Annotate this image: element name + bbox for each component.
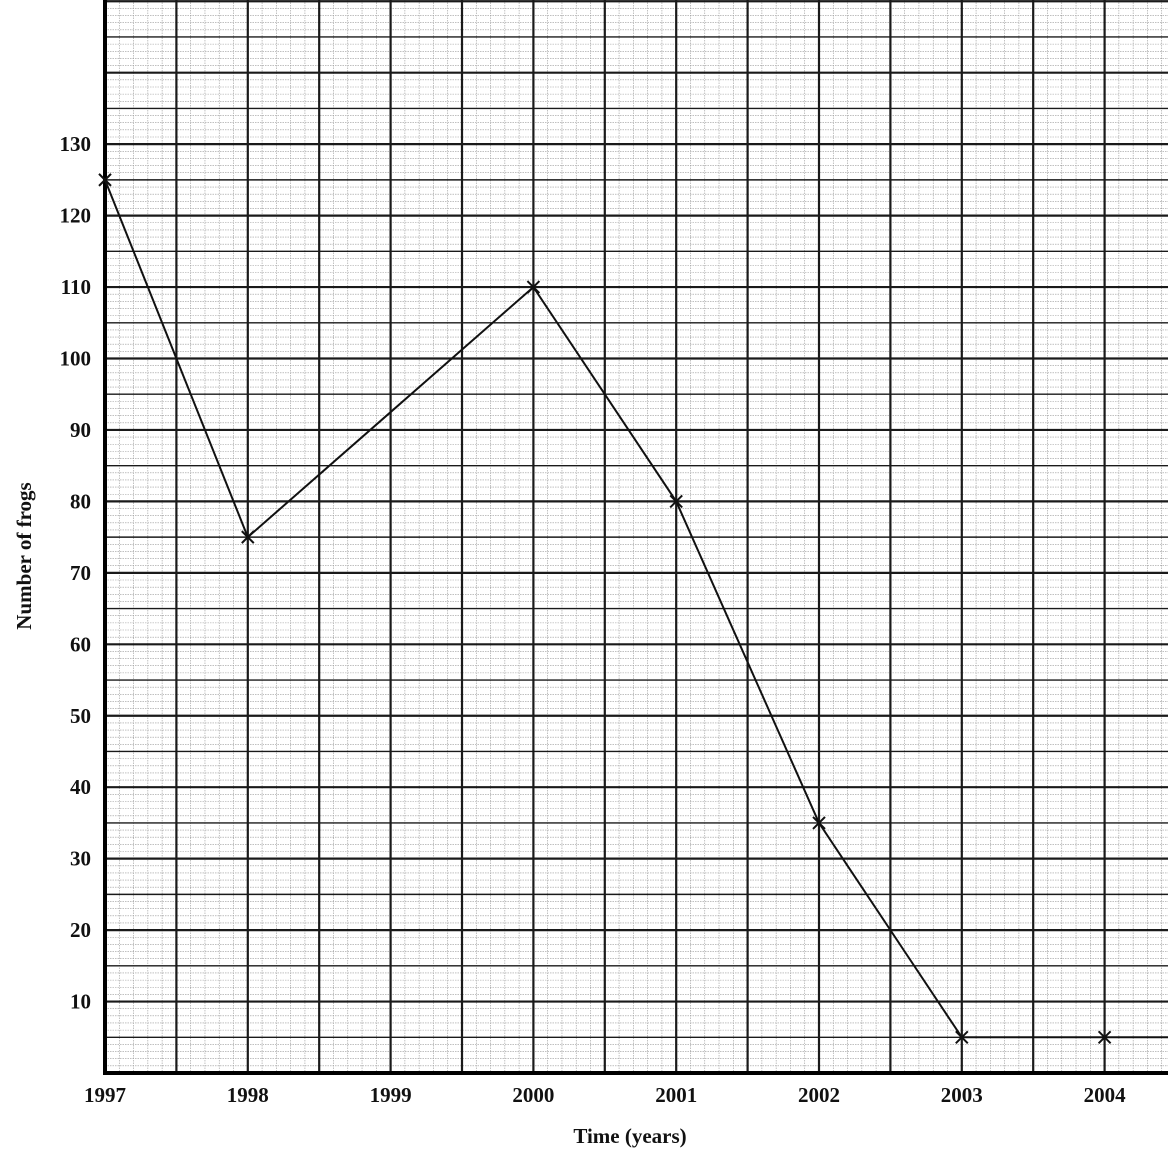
series-layer: [98, 173, 1168, 1044]
x-tick-label: 2001: [655, 1083, 697, 1107]
y-tick-label: 50: [70, 704, 91, 728]
y-tick-label: 40: [70, 775, 91, 799]
marker-stroke: [241, 530, 255, 544]
x-tick-label: 2004: [1084, 1083, 1127, 1107]
y-tick-label: 130: [60, 132, 92, 156]
x-tick-label: 1997: [84, 1083, 126, 1107]
y-axis-label: Number of frogs: [12, 482, 36, 629]
x-tick-label: 2002: [798, 1083, 840, 1107]
marker-stroke: [955, 1030, 969, 1044]
marker-stroke: [669, 494, 683, 509]
data-point-x-marker: [98, 173, 112, 187]
y-tick-labels: 10 20 30 40 50 60 70 80 90 100 110 120 130: [60, 132, 92, 1013]
x-tick-label: 2000: [512, 1083, 554, 1107]
y-tick-label: 30: [70, 847, 91, 871]
data-point-x-marker: [1097, 1030, 1112, 1044]
major-grid: [103, 0, 1168, 1073]
y-tick-label: 80: [70, 489, 91, 513]
y-tick-label: 20: [70, 918, 91, 942]
y-tick-label: 60: [70, 632, 91, 656]
y-tick-label: 120: [60, 204, 92, 228]
series-line: [104, 179, 1168, 1039]
y-tick-label: 100: [60, 347, 92, 371]
marker-stroke: [98, 173, 112, 187]
x-tick-labels: 1997 1998 1999 2000 2001 2002 2003 2004: [84, 1083, 1126, 1107]
data-point-x-marker: [669, 494, 683, 509]
data-point-x-marker: [955, 1030, 969, 1044]
y-tick-label: 10: [70, 990, 91, 1014]
data-point-x-marker: [812, 816, 826, 830]
x-tick-label: 2003: [941, 1083, 983, 1107]
y-tick-label: 70: [70, 561, 91, 585]
data-point-x-marker: [526, 280, 541, 294]
x-tick-label: 1999: [370, 1083, 412, 1107]
y-tick-label: 110: [61, 275, 91, 299]
x-axis-label: Time (years): [573, 1124, 686, 1148]
marker-stroke: [526, 280, 541, 294]
marker-stroke: [1097, 1030, 1112, 1044]
marker-stroke: [812, 816, 826, 830]
data-point-x-marker: [241, 530, 255, 544]
x-tick-label: 1998: [227, 1083, 269, 1107]
y-tick-label: 90: [70, 418, 91, 442]
